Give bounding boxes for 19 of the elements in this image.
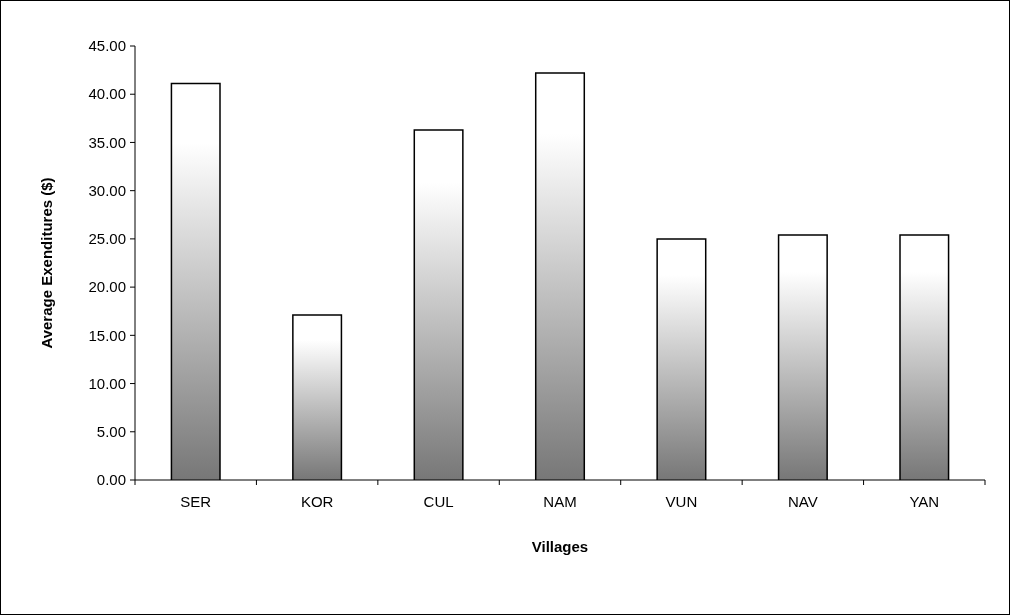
x-tick-label: VUN xyxy=(665,493,698,510)
x-tick-label: NAM xyxy=(543,493,577,510)
y-tick-label: 40.00 xyxy=(88,85,126,103)
x-tick-label: NAV xyxy=(787,493,818,510)
x-tick-label: YAN xyxy=(909,493,940,510)
x-tick-label: KOR xyxy=(300,493,334,510)
y-tick-label: 15.00 xyxy=(88,326,126,344)
y-tick-label: 35.00 xyxy=(88,133,126,151)
y-tick-label: 20.00 xyxy=(88,278,126,296)
y-tick-label: 25.00 xyxy=(88,230,126,248)
y-tick-label: 30.00 xyxy=(88,181,126,199)
x-axis-title: Villages xyxy=(531,538,589,555)
x-tick-label: CUL xyxy=(423,493,454,510)
y-tick-label: 5.00 xyxy=(96,423,126,441)
y-tick-label: 10.00 xyxy=(88,374,126,392)
y-axis-title: Average Exenditures ($) xyxy=(38,177,55,349)
y-tick-label: 0.00 xyxy=(96,471,126,489)
y-tick-label: 45.00 xyxy=(88,37,126,55)
x-tick-label: SER xyxy=(180,493,212,510)
